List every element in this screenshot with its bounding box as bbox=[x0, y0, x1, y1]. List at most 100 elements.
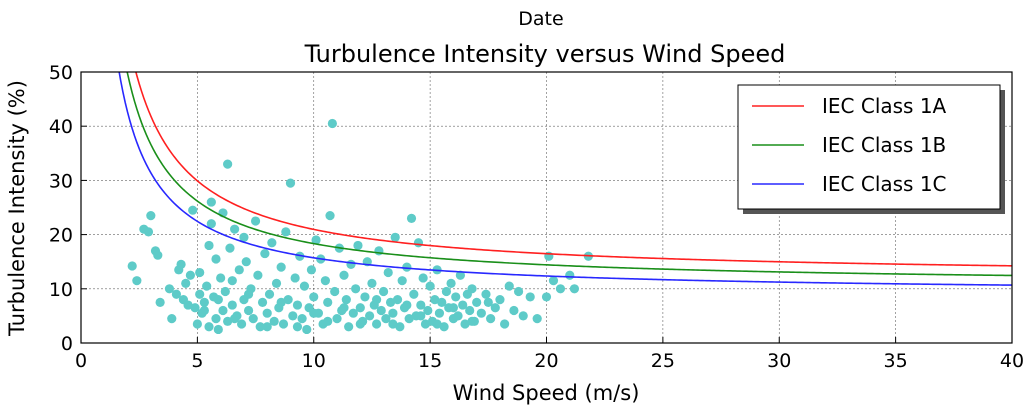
scatter-point bbox=[223, 316, 233, 326]
scatter-point bbox=[371, 319, 382, 329]
scatter-point bbox=[448, 303, 458, 313]
legend-label-1b: IEC Class 1B bbox=[822, 133, 946, 157]
scatter-point bbox=[299, 281, 310, 291]
scatter-point bbox=[181, 278, 191, 288]
scatter-point bbox=[241, 257, 251, 267]
scatter-point bbox=[267, 238, 277, 248]
scatter-point bbox=[262, 308, 272, 318]
scatter-point bbox=[385, 297, 396, 307]
scatter-point bbox=[288, 311, 298, 321]
scatter-point bbox=[330, 286, 340, 297]
scatter-point bbox=[153, 250, 163, 260]
scatter-point bbox=[213, 295, 223, 305]
scatter-point bbox=[344, 322, 354, 332]
scatter-point bbox=[195, 289, 205, 299]
scatter-point bbox=[351, 284, 361, 294]
scatter-point bbox=[188, 205, 198, 215]
scatter-point bbox=[143, 227, 154, 237]
scatter-point bbox=[500, 319, 510, 329]
scatter-point bbox=[216, 273, 226, 283]
line-series bbox=[118, 72, 1012, 286]
scatter-point bbox=[467, 316, 477, 326]
scatter-point bbox=[365, 311, 375, 321]
scatter-point bbox=[234, 265, 244, 275]
scatter-point bbox=[472, 297, 482, 307]
scatter-point bbox=[283, 295, 293, 305]
x-tick-label: 15 bbox=[418, 350, 442, 372]
y-ticks: 0 10 20 30 40 50 bbox=[49, 62, 87, 355]
scatter-point bbox=[311, 235, 321, 245]
scatter-point bbox=[451, 292, 461, 302]
x-tick-label: 5 bbox=[191, 350, 203, 372]
scatter-point bbox=[374, 246, 384, 256]
scatter-point bbox=[230, 224, 240, 234]
scatter-point bbox=[432, 319, 442, 329]
scatter-point bbox=[476, 308, 486, 318]
scatter-point bbox=[355, 303, 365, 313]
scatter-point bbox=[227, 300, 237, 310]
scatter-point bbox=[248, 314, 258, 324]
scatter-point bbox=[378, 286, 389, 297]
scatter-point bbox=[441, 286, 452, 297]
scatter-point bbox=[416, 311, 426, 321]
y-tick-label: 50 bbox=[49, 62, 73, 84]
scatter-point bbox=[346, 259, 356, 270]
scatter-point bbox=[455, 270, 465, 280]
scatter-point bbox=[285, 178, 296, 188]
scatter-point bbox=[255, 322, 265, 332]
scatter-point bbox=[525, 292, 535, 302]
scatter-point bbox=[243, 305, 254, 316]
scatter-point bbox=[381, 314, 391, 324]
scatter-point bbox=[225, 243, 235, 253]
scatter-point bbox=[236, 319, 247, 329]
scatter-point bbox=[199, 297, 209, 307]
scatter-point bbox=[348, 308, 358, 318]
scatter-point bbox=[513, 286, 524, 297]
scatter-point bbox=[404, 314, 414, 324]
scatter-point bbox=[532, 314, 542, 324]
scatter-point bbox=[388, 308, 398, 318]
scatter-point bbox=[458, 300, 468, 310]
scatter-point bbox=[565, 270, 575, 280]
scatter-point bbox=[146, 211, 156, 221]
scatter-point bbox=[376, 305, 386, 316]
scatter-point bbox=[339, 303, 349, 313]
scatter-point bbox=[323, 297, 333, 307]
scatter-point bbox=[509, 305, 519, 316]
scatter-point bbox=[132, 276, 142, 286]
scatter-point bbox=[278, 319, 289, 329]
scatter-point bbox=[402, 300, 412, 310]
scatter-point bbox=[199, 305, 209, 316]
y-tick-label: 0 bbox=[61, 333, 73, 355]
scatter-point bbox=[327, 118, 337, 129]
y-tick-label: 10 bbox=[49, 279, 73, 301]
scatter-point bbox=[569, 284, 580, 294]
scatter-point bbox=[341, 295, 351, 305]
scatter-point bbox=[406, 213, 417, 223]
scatter-point bbox=[204, 322, 214, 332]
scatter-point bbox=[490, 303, 500, 313]
scatter-point bbox=[264, 289, 275, 299]
scatter-point bbox=[395, 322, 405, 332]
x-tick-label: 0 bbox=[75, 350, 87, 372]
scatter-point bbox=[171, 289, 182, 299]
scatter-point bbox=[218, 305, 228, 316]
y-axis-label: Turbulence Intensity (%) bbox=[5, 80, 29, 337]
scatter-point bbox=[185, 270, 195, 280]
scatter-point bbox=[257, 297, 268, 307]
x-axis-label: Wind Speed (m/s) bbox=[453, 381, 640, 405]
scatter-point bbox=[325, 211, 335, 221]
legend: IEC Class 1A IEC Class 1B IEC Class 1C bbox=[737, 84, 1005, 214]
scatter-point bbox=[339, 270, 349, 280]
series-line-1c bbox=[118, 72, 1012, 286]
scatter-point bbox=[269, 316, 279, 326]
scatter-point bbox=[309, 308, 319, 318]
scatter-point bbox=[465, 305, 475, 316]
scatter-point bbox=[320, 276, 330, 286]
x-tick-label: 40 bbox=[1000, 350, 1024, 372]
scatter-point bbox=[183, 300, 193, 310]
scatter-point bbox=[425, 281, 435, 291]
suptitle: Date bbox=[518, 8, 563, 30]
scatter-point bbox=[495, 295, 505, 305]
